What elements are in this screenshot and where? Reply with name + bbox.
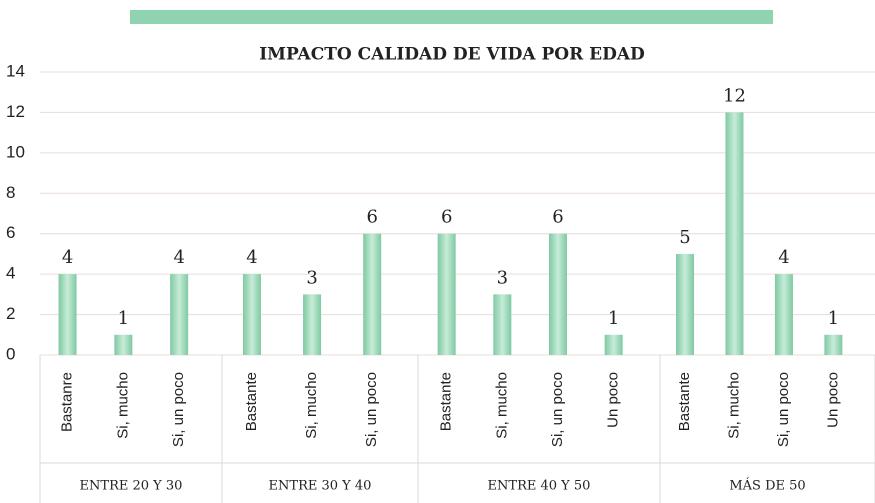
value-label: 4 <box>62 247 73 268</box>
group-label: ENTRE 30 Y 40 <box>269 479 372 494</box>
y-tick-label: 6 <box>6 223 15 242</box>
value-label: 1 <box>828 308 839 329</box>
bar <box>58 274 77 355</box>
value-label: 6 <box>366 207 377 228</box>
group-label: MÁS DE 50 <box>729 478 805 494</box>
bar <box>604 334 623 355</box>
x-tick-label: Bastante <box>438 372 455 431</box>
value-label: 3 <box>306 267 317 288</box>
x-tick-label: Si, un poco <box>363 372 380 447</box>
y-tick-label: 12 <box>6 102 25 121</box>
bar <box>303 294 322 355</box>
bar <box>242 274 261 355</box>
value-label: 1 <box>118 308 129 329</box>
bar <box>824 334 843 355</box>
x-tick-label: Un poco <box>605 372 622 428</box>
group-label: ENTRE 40 Y 50 <box>488 479 591 494</box>
x-tick-label: Bastanre <box>59 372 76 432</box>
x-tick-label: Si, mucho <box>725 372 742 439</box>
y-tick-label: 2 <box>6 304 15 323</box>
value-label: 12 <box>723 85 746 106</box>
bar <box>114 334 133 355</box>
value-label: 3 <box>497 267 508 288</box>
bar <box>548 233 567 355</box>
bar <box>493 294 512 355</box>
x-tick-label: Bastante <box>676 372 693 431</box>
bar <box>437 233 456 355</box>
y-tick-label: 8 <box>6 183 15 202</box>
value-label: 5 <box>679 227 690 248</box>
x-tick-label: Un poco <box>824 372 841 428</box>
x-tick-label: Si, un poco <box>170 372 187 447</box>
y-tick-label: 4 <box>6 264 15 283</box>
bar <box>170 274 189 355</box>
y-tick-label: 0 <box>6 344 15 363</box>
x-tick-label: Si, mucho <box>303 372 320 439</box>
bar <box>774 274 793 355</box>
x-tick-label: Si, un poco <box>775 372 792 447</box>
y-tick-label: 10 <box>6 142 25 161</box>
value-label: 4 <box>778 247 789 268</box>
bar <box>676 253 695 355</box>
group-label: ENTRE 20 Y 30 <box>80 479 183 494</box>
value-label: 1 <box>608 308 619 329</box>
x-tick-label: Si, mucho <box>493 372 510 439</box>
x-tick-label: Si, un poco <box>549 372 566 447</box>
value-label: 6 <box>552 207 563 228</box>
bar <box>363 233 382 355</box>
value-label: 4 <box>246 247 257 268</box>
value-label: 4 <box>173 247 184 268</box>
x-tick-label: Bastante <box>243 372 260 431</box>
header-band <box>130 10 773 24</box>
y-tick-label: 14 <box>6 61 25 80</box>
value-label: 6 <box>441 207 452 228</box>
bar <box>725 112 744 355</box>
chart-title: IMPACTO CALIDAD DE VIDA POR EDAD <box>259 45 645 65</box>
x-tick-label: Si, mucho <box>114 372 131 439</box>
